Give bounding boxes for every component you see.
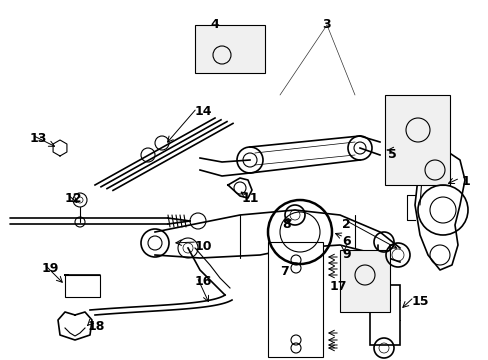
Text: 5: 5 [387,148,396,161]
Text: 12: 12 [65,192,82,205]
Bar [267,242,323,357]
Text: 2: 2 [341,218,350,231]
Text: 11: 11 [242,192,259,205]
Bar [339,250,389,312]
Text: 16: 16 [195,275,212,288]
Text: 7: 7 [280,265,288,278]
Text: 6: 6 [341,235,350,248]
Bar [65,275,100,297]
Text: 8: 8 [282,218,290,231]
Bar [195,25,264,73]
Text: 3: 3 [321,18,330,31]
Text: 19: 19 [42,262,59,275]
Text: 14: 14 [195,105,212,118]
Text: 13: 13 [30,132,47,145]
Text: 17: 17 [329,280,347,293]
Bar [369,285,399,345]
Text: 9: 9 [341,248,350,261]
Text: 1: 1 [461,175,470,188]
Text: 10: 10 [195,240,212,253]
Text: 4: 4 [209,18,218,31]
Text: 15: 15 [411,295,428,308]
Text: 18: 18 [88,320,105,333]
Bar [384,95,449,185]
